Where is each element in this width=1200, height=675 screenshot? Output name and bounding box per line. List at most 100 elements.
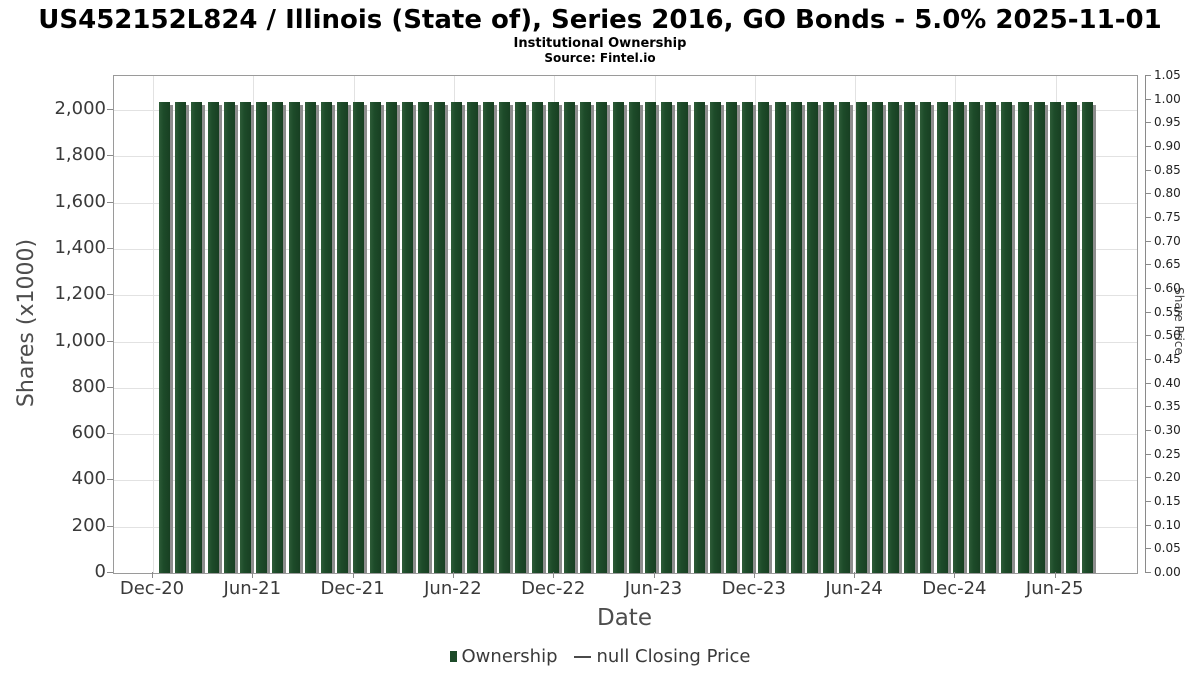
right-axis-tick-mark: [1146, 98, 1151, 100]
ownership-bar: [758, 101, 770, 573]
y-axis-tick-label: 200: [71, 514, 106, 536]
right-axis-tick-mark: [1146, 548, 1151, 550]
x-axis-tick-label: Jun-22: [424, 578, 482, 599]
ownership-bar: [580, 101, 592, 573]
right-axis-tick-mark: [1146, 572, 1151, 573]
ownership-bar: [823, 101, 835, 573]
y2-axis-tick-label: 0.00: [1154, 565, 1181, 579]
legend-price-dash: [573, 655, 591, 658]
y2-axis-tick-label: 0.85: [1154, 162, 1181, 177]
y-axis-tick-mark: [107, 479, 113, 481]
ownership-bar: [969, 101, 980, 573]
ownership-bar: [1066, 101, 1078, 573]
bar-shadow: [996, 104, 1000, 573]
bar-shadow: [267, 104, 271, 573]
y-axis-tick-label: 800: [71, 375, 106, 397]
ownership-bar: [240, 101, 251, 573]
bar-shadow: [931, 104, 935, 573]
plot-area: [113, 75, 1138, 574]
ownership-bar: [596, 101, 608, 573]
y-axis-tick-label: 0: [94, 561, 106, 582]
ownership-bar: [483, 101, 494, 573]
x-axis-tick-mark: [152, 572, 153, 578]
y2-axis-tick-label: 0.80: [1154, 186, 1181, 201]
ownership-bar: [790, 101, 802, 573]
x-axis-title: Date: [597, 605, 652, 631]
legend-ownership-swatch: [449, 651, 457, 662]
y-axis-tick-label: 1,000: [54, 329, 106, 351]
bar-shadow: [380, 104, 384, 573]
ownership-bar: [726, 101, 737, 573]
bar-shadow: [202, 104, 206, 573]
bar-shadow: [801, 104, 805, 573]
ownership-bar: [839, 101, 851, 573]
bar-shadow: [753, 104, 757, 573]
bar-shadow: [461, 104, 465, 573]
right-axis-tick-mark: [1146, 453, 1151, 455]
ownership-bar: [159, 101, 170, 573]
y2-axis-tick-label: 0.60: [1154, 281, 1181, 295]
legend-ownership-label: Ownership: [461, 646, 558, 667]
ownership-bar: [321, 101, 332, 573]
x-axis-tick-label: Dec-23: [721, 578, 786, 599]
bar-shadow: [218, 104, 222, 573]
bar-shadow: [445, 104, 449, 573]
bar-shadow: [672, 104, 676, 573]
bar-shadow: [915, 104, 919, 573]
y2-axis-tick-label: 0.40: [1154, 375, 1181, 390]
y-axis-tick-label: 1,200: [54, 283, 106, 305]
bar-shadow: [251, 104, 254, 573]
ownership-bar: [774, 101, 786, 573]
right-axis-tick-mark: [1146, 311, 1151, 313]
bar-shadow: [1012, 104, 1016, 573]
bar-shadow: [607, 104, 611, 573]
ownership-bar: [677, 101, 689, 573]
ownership-bar: [223, 101, 235, 573]
y-axis-tick-label: 2,000: [54, 98, 106, 119]
right-axis-tick-mark: [1146, 193, 1151, 195]
x-axis-tick-label: Jun-24: [825, 578, 883, 599]
y-axis-tick-mark: [107, 340, 113, 342]
bar-shadow: [283, 104, 287, 573]
right-axis-tick-mark: [1146, 335, 1151, 337]
bar-shadow: [818, 104, 821, 573]
right-axis-tick-mark: [1146, 217, 1151, 218]
bar-shadow: [558, 104, 562, 573]
ownership-bar: [466, 101, 478, 573]
ownership-bar: [612, 101, 624, 573]
ownership-bar: [904, 101, 916, 573]
right-axis-tick-mark: [1146, 477, 1151, 479]
ownership-bar: [1001, 101, 1013, 573]
y2-axis-tick-label: 0.10: [1154, 517, 1181, 532]
right-axis-tick-mark: [1146, 524, 1151, 526]
v-gridline: [153, 76, 154, 573]
ownership-bar: [693, 101, 705, 573]
bar-shadow: [234, 104, 238, 573]
legend: Ownership null Closing Price: [0, 646, 1200, 667]
y2-axis-tick-label: 0.35: [1154, 399, 1181, 414]
bar-shadow: [477, 104, 481, 573]
bar-shadow: [170, 104, 173, 573]
ownership-bar: [564, 101, 575, 573]
y-axis-tick-mark: [107, 109, 113, 110]
ownership-bar: [661, 101, 673, 573]
bar-shadow: [866, 104, 870, 573]
bar-shadow: [494, 104, 497, 573]
bar-shadow: [785, 104, 789, 573]
bar-shadow: [1044, 104, 1048, 573]
ownership-bar: [1050, 101, 1061, 573]
ownership-bar: [515, 101, 527, 573]
bar-shadow: [396, 104, 400, 573]
bar-shadow: [1093, 104, 1097, 573]
y2-axis-tick-label: 0.50: [1154, 328, 1181, 343]
y2-axis-tick-label: 0.30: [1154, 423, 1181, 437]
y2-axis-tick-label: 0.70: [1154, 233, 1181, 248]
bar-shadow: [332, 104, 335, 573]
bar-shadow: [526, 104, 530, 573]
ownership-bar: [272, 101, 284, 573]
bar-shadow: [299, 104, 303, 573]
right-axis-tick-mark: [1146, 146, 1151, 147]
ownership-bar: [742, 101, 754, 573]
bar-shadow: [963, 104, 967, 573]
